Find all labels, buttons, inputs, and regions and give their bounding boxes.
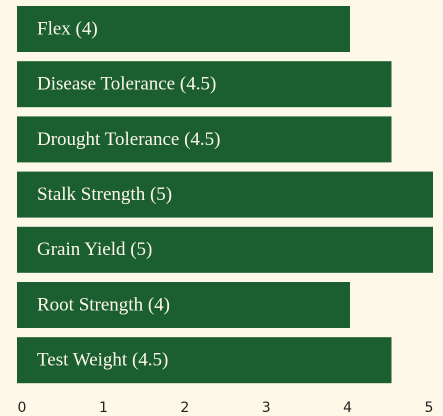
bar-label: Drought Tolerance (4.5) bbox=[37, 129, 221, 150]
bar bbox=[17, 116, 392, 163]
bar-label: Test Weight (4.5) bbox=[37, 350, 168, 371]
x-tick-label: 3 bbox=[262, 400, 271, 416]
bar bbox=[17, 337, 392, 384]
x-tick-label: 5 bbox=[425, 400, 434, 416]
bar bbox=[17, 6, 350, 52]
bar-label: Root Strength (4) bbox=[37, 294, 170, 315]
bar-label: Flex (4) bbox=[37, 18, 98, 39]
x-tick-label: 4 bbox=[343, 400, 352, 416]
bar-label: Grain Yield (5) bbox=[37, 239, 152, 260]
bar bbox=[17, 282, 350, 328]
x-tick-label: 0 bbox=[18, 400, 27, 416]
bar bbox=[17, 61, 392, 108]
bar bbox=[17, 171, 433, 218]
x-tick-label: 1 bbox=[99, 400, 108, 416]
bar-label: Stalk Strength (5) bbox=[37, 184, 172, 205]
x-tick-label: 2 bbox=[180, 400, 189, 416]
bar-label: Disease Tolerance (4.5) bbox=[37, 74, 216, 95]
bar bbox=[17, 226, 433, 273]
